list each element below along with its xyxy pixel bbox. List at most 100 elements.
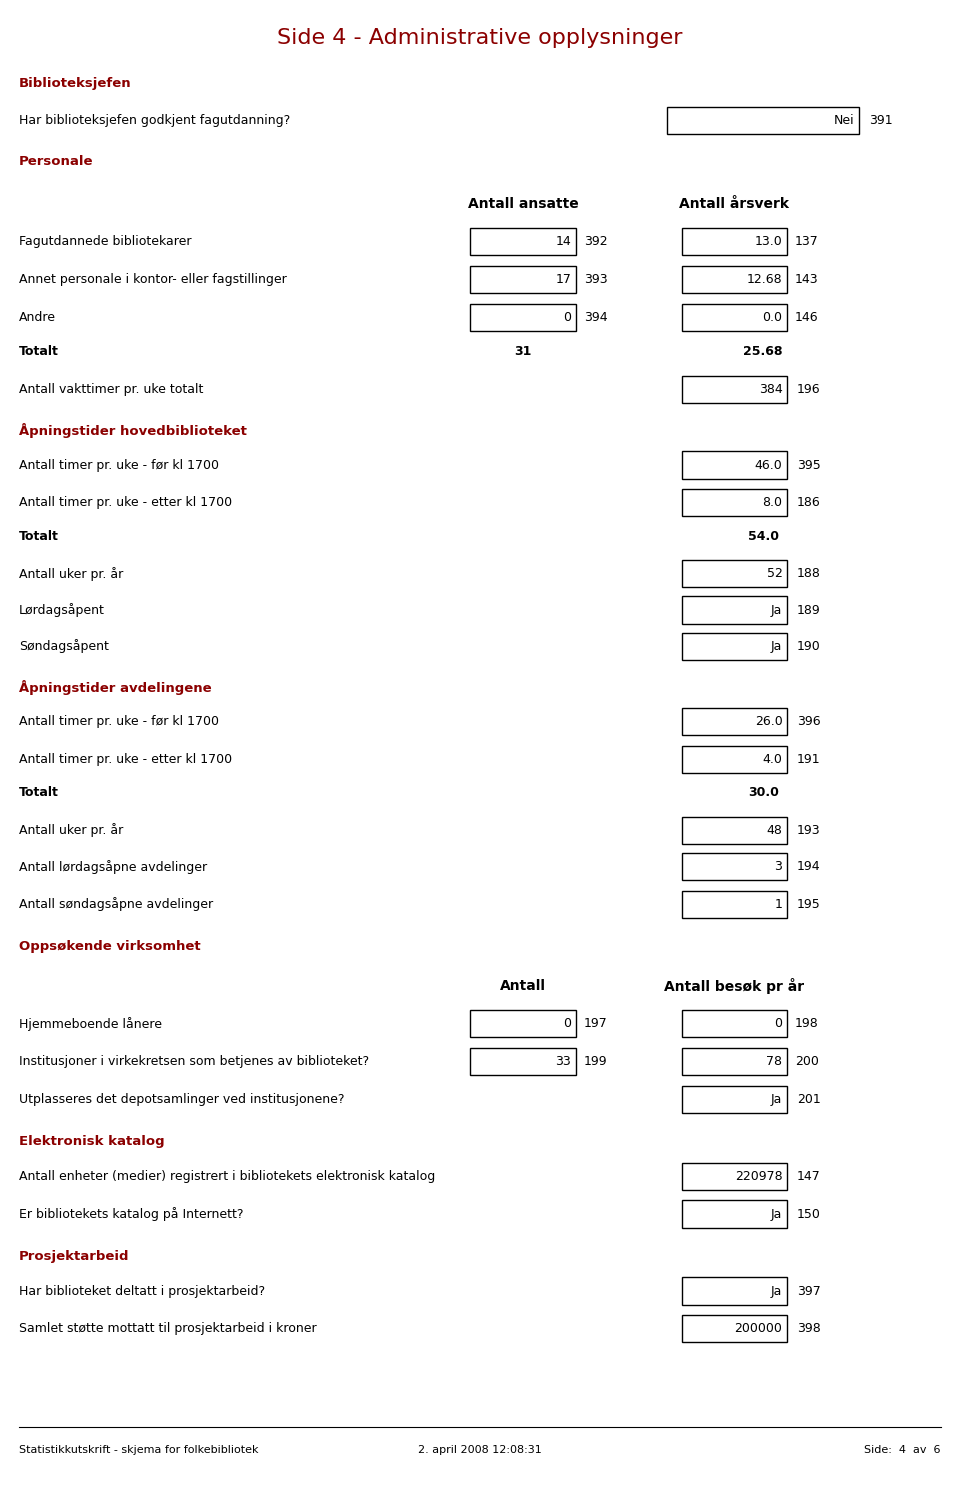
FancyBboxPatch shape [682, 633, 787, 660]
Text: 394: 394 [584, 311, 608, 323]
Text: Ja: Ja [771, 1285, 782, 1297]
FancyBboxPatch shape [682, 489, 787, 516]
Text: 2. april 2008 12:08:31: 2. april 2008 12:08:31 [419, 1445, 541, 1454]
Text: Ja: Ja [771, 1093, 782, 1105]
Text: Ja: Ja [771, 640, 782, 652]
Text: Personale: Personale [19, 156, 94, 168]
Text: 13.0: 13.0 [755, 236, 782, 248]
Text: 395: 395 [797, 459, 821, 471]
FancyBboxPatch shape [682, 1086, 787, 1113]
Text: 147: 147 [797, 1170, 821, 1182]
Text: 393: 393 [584, 273, 608, 285]
Text: 392: 392 [584, 236, 608, 248]
Text: 201: 201 [797, 1093, 821, 1105]
Text: Prosjektarbeid: Prosjektarbeid [19, 1250, 130, 1262]
Text: Utplasseres det depotsamlinger ved institusjonene?: Utplasseres det depotsamlinger ved insti… [19, 1093, 345, 1105]
Text: Nei: Nei [834, 115, 854, 127]
Text: 200000: 200000 [734, 1323, 782, 1335]
FancyBboxPatch shape [470, 1010, 576, 1037]
Text: 200: 200 [795, 1055, 819, 1068]
Text: Totalt: Totalt [19, 346, 60, 358]
Text: Antall: Antall [500, 978, 546, 994]
Text: Annet personale i kontor- eller fagstillinger: Annet personale i kontor- eller fagstill… [19, 273, 287, 285]
Text: Ja: Ja [771, 1208, 782, 1220]
Text: Antall uker pr. år: Antall uker pr. år [19, 566, 124, 581]
Text: Antall enheter (medier) registrert i bibliotekets elektronisk katalog: Antall enheter (medier) registrert i bib… [19, 1170, 436, 1182]
Text: 398: 398 [797, 1323, 821, 1335]
Text: 4.0: 4.0 [762, 753, 782, 766]
Text: Antall vakttimer pr. uke totalt: Antall vakttimer pr. uke totalt [19, 384, 204, 396]
Text: Har biblioteket deltatt i prosjektarbeid?: Har biblioteket deltatt i prosjektarbeid… [19, 1285, 265, 1297]
Text: Oppsøkende virksomhet: Oppsøkende virksomhet [19, 941, 201, 953]
Text: 384: 384 [758, 384, 782, 396]
Text: Totalt: Totalt [19, 787, 60, 799]
Text: Søndagsåpent: Søndagsåpent [19, 639, 109, 654]
Text: 189: 189 [797, 604, 821, 616]
FancyBboxPatch shape [682, 376, 787, 403]
Text: 17: 17 [555, 273, 571, 285]
FancyBboxPatch shape [682, 228, 787, 255]
Text: 195: 195 [797, 898, 821, 911]
FancyBboxPatch shape [682, 1048, 787, 1075]
Text: 137: 137 [795, 236, 819, 248]
Text: Antall timer pr. uke - før kl 1700: Antall timer pr. uke - før kl 1700 [19, 459, 219, 471]
Text: 193: 193 [797, 824, 821, 837]
Text: 190: 190 [797, 640, 821, 652]
FancyBboxPatch shape [682, 891, 787, 918]
Text: 78: 78 [766, 1055, 782, 1068]
Text: 0: 0 [775, 1018, 782, 1030]
FancyBboxPatch shape [682, 746, 787, 773]
Text: Ja: Ja [771, 604, 782, 616]
Text: Fagutdannede bibliotekarer: Fagutdannede bibliotekarer [19, 236, 192, 248]
Text: Åpningstider hovedbiblioteket: Åpningstider hovedbiblioteket [19, 423, 247, 438]
FancyBboxPatch shape [470, 228, 576, 255]
Text: 52: 52 [766, 568, 782, 580]
Text: Side 4 - Administrative opplysninger: Side 4 - Administrative opplysninger [277, 27, 683, 48]
Text: 188: 188 [797, 568, 821, 580]
Text: 396: 396 [797, 716, 821, 728]
Text: 0: 0 [564, 1018, 571, 1030]
FancyBboxPatch shape [682, 560, 787, 587]
Text: 46.0: 46.0 [755, 459, 782, 471]
Text: Antall timer pr. uke - etter kl 1700: Antall timer pr. uke - etter kl 1700 [19, 753, 232, 766]
Text: 150: 150 [797, 1208, 821, 1220]
Text: Antall timer pr. uke - før kl 1700: Antall timer pr. uke - før kl 1700 [19, 716, 219, 728]
Text: Statistikkutskrift - skjema for folkebibliotek: Statistikkutskrift - skjema for folkebib… [19, 1445, 258, 1454]
Text: 199: 199 [584, 1055, 608, 1068]
FancyBboxPatch shape [470, 1048, 576, 1075]
Text: 30.0: 30.0 [748, 787, 779, 799]
FancyBboxPatch shape [667, 107, 859, 134]
Text: 186: 186 [797, 497, 821, 509]
Text: 143: 143 [795, 273, 819, 285]
Text: Antall besøk pr år: Antall besøk pr år [664, 978, 804, 994]
FancyBboxPatch shape [682, 1163, 787, 1190]
Text: 14: 14 [556, 236, 571, 248]
Text: 26.0: 26.0 [755, 716, 782, 728]
Text: 33: 33 [556, 1055, 571, 1068]
FancyBboxPatch shape [470, 266, 576, 293]
FancyBboxPatch shape [470, 304, 576, 331]
FancyBboxPatch shape [682, 1010, 787, 1037]
Text: Hjemmeboende lånere: Hjemmeboende lånere [19, 1016, 162, 1031]
FancyBboxPatch shape [682, 304, 787, 331]
Text: Totalt: Totalt [19, 530, 60, 542]
Text: 397: 397 [797, 1285, 821, 1297]
Text: 54.0: 54.0 [748, 530, 779, 542]
FancyBboxPatch shape [682, 1315, 787, 1342]
Text: 197: 197 [584, 1018, 608, 1030]
Text: 31: 31 [515, 346, 532, 358]
FancyBboxPatch shape [682, 266, 787, 293]
Text: Åpningstider avdelingene: Åpningstider avdelingene [19, 680, 212, 695]
Text: Er bibliotekets katalog på Internett?: Er bibliotekets katalog på Internett? [19, 1206, 244, 1222]
Text: Lørdagsåpent: Lørdagsåpent [19, 602, 105, 618]
Text: 146: 146 [795, 311, 819, 323]
FancyBboxPatch shape [682, 708, 787, 735]
FancyBboxPatch shape [682, 853, 787, 880]
FancyBboxPatch shape [682, 1277, 787, 1305]
Text: 25.68: 25.68 [743, 346, 783, 358]
Text: 220978: 220978 [734, 1170, 782, 1182]
Text: 191: 191 [797, 753, 821, 766]
FancyBboxPatch shape [682, 451, 787, 479]
Text: 8.0: 8.0 [762, 497, 782, 509]
FancyBboxPatch shape [682, 596, 787, 624]
